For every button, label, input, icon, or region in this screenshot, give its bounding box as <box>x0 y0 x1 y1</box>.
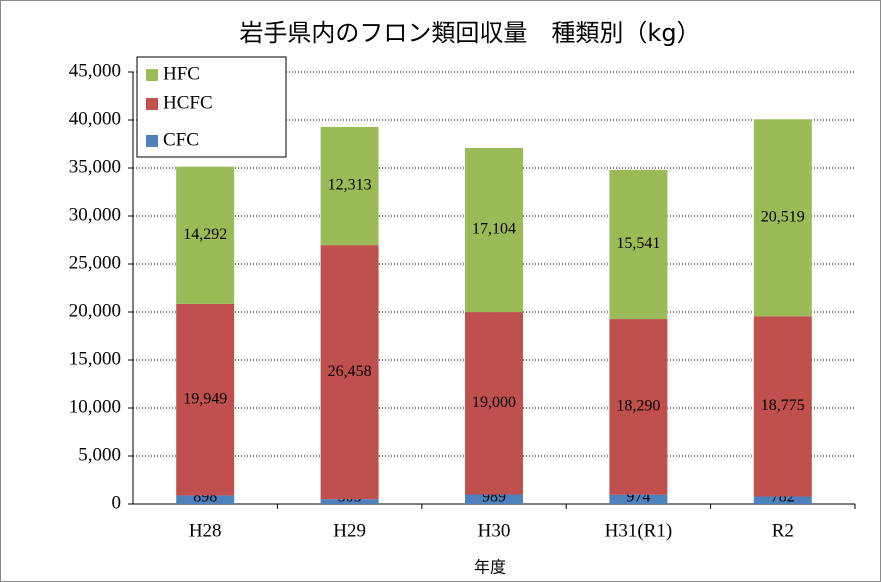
bar-segment <box>753 496 812 504</box>
bar-segment <box>465 494 523 504</box>
y-tick-label: 40,000 <box>69 108 121 129</box>
bar-segment <box>753 119 812 317</box>
bar-segment <box>320 499 379 504</box>
legend-label: CFC <box>163 129 199 150</box>
y-tick-label: 30,000 <box>69 204 121 225</box>
bar-segment <box>609 494 668 504</box>
data-label: 12,313 <box>328 177 372 194</box>
legend-swatch <box>146 69 158 81</box>
bar-segment <box>465 147 523 313</box>
x-tick-label: R2 <box>772 520 794 541</box>
legend-box <box>136 56 287 158</box>
chart-title: 岩手県内のフロン類回収量 種類別（kg） <box>239 19 700 47</box>
data-label: 14,292 <box>183 226 227 243</box>
y-tick-label: 15,000 <box>69 348 121 369</box>
data-label: 19,000 <box>472 394 516 411</box>
x-tick-label: H31(R1) <box>605 520 673 541</box>
data-label: 15,541 <box>616 235 660 252</box>
y-tick-label: 0 <box>112 492 122 513</box>
legend-swatch <box>146 98 158 110</box>
y-tick-label: 25,000 <box>69 252 121 273</box>
x-tick-label: H28 <box>189 520 222 541</box>
legend-label: HCFC <box>163 92 213 113</box>
data-label: 17,104 <box>472 221 516 238</box>
data-label: 19,949 <box>183 390 227 407</box>
x-axis-title: 年度 <box>474 558 506 577</box>
bar-segment <box>320 245 379 500</box>
data-label: 18,775 <box>761 397 805 414</box>
bar-segment <box>320 126 379 246</box>
bar-segment <box>465 312 523 495</box>
y-tick-label: 20,000 <box>69 300 121 321</box>
bar-segment <box>176 495 235 504</box>
y-tick-label: 10,000 <box>69 396 121 417</box>
legend-label: HFC <box>163 63 200 84</box>
x-tick-label: H29 <box>333 520 366 541</box>
y-tick-label: 5,000 <box>78 444 121 465</box>
bar-segment <box>609 319 668 495</box>
data-label: 20,519 <box>761 208 805 225</box>
y-tick-label: 45,000 <box>69 60 121 81</box>
bar-segment <box>753 316 812 497</box>
data-label: 18,290 <box>616 398 660 415</box>
data-label: 26,458 <box>328 363 372 380</box>
x-tick-label: H30 <box>478 520 511 541</box>
legend-swatch <box>146 135 158 147</box>
bar-segment <box>176 303 235 496</box>
y-tick-label: 35,000 <box>69 156 121 177</box>
bar-segment <box>609 169 668 320</box>
bar-segment <box>176 166 235 304</box>
